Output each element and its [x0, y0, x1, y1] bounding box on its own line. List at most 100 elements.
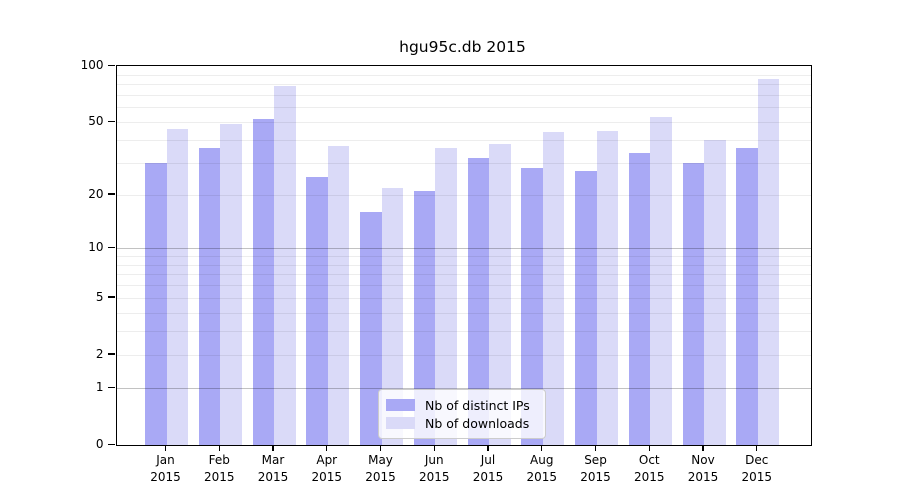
x-tick-year: 2015: [311, 470, 343, 484]
bar-distinct-ips-oct: [628, 153, 651, 445]
x-tick-year: 2015: [526, 470, 558, 484]
bar-distinct-ips-may: [360, 212, 382, 445]
gridline-minor: [116, 74, 811, 76]
bar-distinct-ips-apr: [306, 177, 328, 445]
x-tick-label: Feb 2015: [187, 452, 251, 486]
gridline-minor: [116, 84, 811, 86]
bar-distinct-ips-dec: [736, 148, 758, 445]
bar-downloads-aug: [542, 132, 565, 445]
bar-distinct-ips-aug: [521, 168, 543, 445]
chart-title: hgu95c.db 2015: [399, 38, 526, 56]
bar-distinct-ips-mar: [252, 118, 274, 445]
bar-downloads-dec: [757, 79, 780, 445]
y-tick-label: 50: [88, 114, 104, 129]
x-tick-label: Dec 2015: [725, 452, 789, 486]
x-tick-mark: [756, 445, 758, 451]
x-tick-year: 2015: [257, 470, 289, 484]
bar-downloads-jun: [435, 148, 457, 445]
x-tick-month: Dec: [745, 453, 769, 467]
y-tick-label: 100: [80, 58, 104, 72]
bar-distinct-ips-feb: [198, 148, 221, 445]
x-tick-month: Apr: [316, 453, 338, 467]
legend-item: Nb of distinct IPs: [386, 396, 537, 414]
x-tick-year: 2015: [580, 470, 611, 484]
y-tick-label: 2: [95, 346, 104, 361]
bar-downloads-nov: [704, 140, 726, 445]
y-tick-mark: [108, 443, 115, 445]
x-tick-month: Nov: [691, 453, 715, 467]
x-tick-label: Sep 2015: [564, 452, 628, 486]
y-tick-mark: [108, 296, 115, 298]
x-tick-year: 2015: [633, 470, 665, 484]
x-tick-mark: [272, 445, 274, 451]
bar-downloads-sep: [596, 130, 618, 445]
legend-swatch-icon: [386, 417, 415, 429]
y-tick-label: 0: [95, 437, 104, 451]
bar-distinct-ips-jun: [413, 191, 436, 445]
bar-distinct-ips-jan: [145, 163, 167, 445]
x-tick-mark: [218, 445, 220, 451]
x-tick-mark: [648, 445, 650, 451]
x-tick-label: Jun 2015: [402, 452, 466, 486]
x-tick-month: Feb: [208, 453, 230, 467]
x-tick-mark: [379, 445, 382, 451]
bar-downloads-jul: [489, 144, 511, 445]
bar-distinct-ips-sep: [575, 171, 597, 445]
x-tick-month: Sep: [584, 453, 607, 467]
bar-downloads-apr: [327, 146, 350, 445]
gridline-minor: [116, 94, 811, 96]
x-tick-mark: [164, 445, 167, 451]
x-tick-month: Jun: [424, 453, 444, 467]
y-tick-label: 1: [95, 380, 104, 395]
x-tick-year: 2015: [687, 470, 719, 484]
x-tick-mark: [326, 445, 328, 451]
x-tick-month: Jul: [480, 453, 496, 467]
bar-downloads-feb: [220, 123, 242, 445]
x-tick-month: Aug: [530, 453, 554, 467]
bar-downloads-oct: [650, 117, 672, 445]
y-tick-mark: [108, 120, 115, 122]
bar-downloads-may: [381, 187, 403, 445]
y-tick-label: 20: [88, 186, 104, 201]
y-tick-label: 10: [88, 240, 104, 255]
x-tick-mark: [594, 445, 597, 451]
y-tick-mark: [108, 246, 115, 248]
bar-downloads-jan: [166, 128, 188, 445]
y-tick-mark: [108, 386, 115, 388]
x-tick-label: Apr 2015: [295, 452, 359, 486]
bar-distinct-ips-jul: [467, 157, 489, 445]
x-tick-label: Mar 2015: [241, 452, 305, 486]
y-tick-mark: [108, 193, 115, 195]
bar-distinct-ips-nov: [682, 163, 704, 445]
y-tick-mark: [108, 353, 115, 355]
legend: Nb of distinct IPs Nb of downloads: [378, 389, 546, 439]
x-tick-mark: [541, 445, 543, 451]
legend-label: Nb of distinct IPs: [425, 397, 530, 413]
x-tick-month: Jan: [156, 453, 175, 467]
x-tick-mark: [433, 445, 435, 451]
x-tick-mark: [487, 445, 489, 451]
legend-swatch-icon: [386, 399, 415, 411]
x-tick-month: Oct: [638, 453, 660, 467]
y-tick-label: 5: [95, 289, 104, 304]
x-tick-month: May: [368, 453, 393, 467]
x-tick-year: 2015: [203, 470, 235, 484]
x-tick-year: 2015: [472, 470, 504, 484]
x-tick-mark: [702, 445, 704, 451]
x-tick-year: 2015: [365, 470, 396, 484]
x-tick-year: 2015: [418, 470, 450, 484]
x-tick-year: 2015: [150, 470, 181, 484]
gridline-minor: [116, 107, 811, 109]
x-tick-label: Aug 2015: [510, 452, 574, 486]
x-tick-label: Jan 2015: [134, 452, 198, 486]
plot-area: [115, 65, 812, 446]
bar-downloads-mar: [274, 86, 296, 445]
x-tick-month: Mar: [261, 453, 285, 467]
legend-label: Nb of downloads: [425, 415, 530, 431]
x-tick-label: May 2015: [349, 452, 413, 486]
y-tick-mark: [108, 64, 115, 66]
legend-item: Nb of downloads: [386, 414, 537, 432]
x-tick-label: Nov 2015: [671, 452, 735, 486]
x-tick-year: 2015: [741, 470, 773, 484]
